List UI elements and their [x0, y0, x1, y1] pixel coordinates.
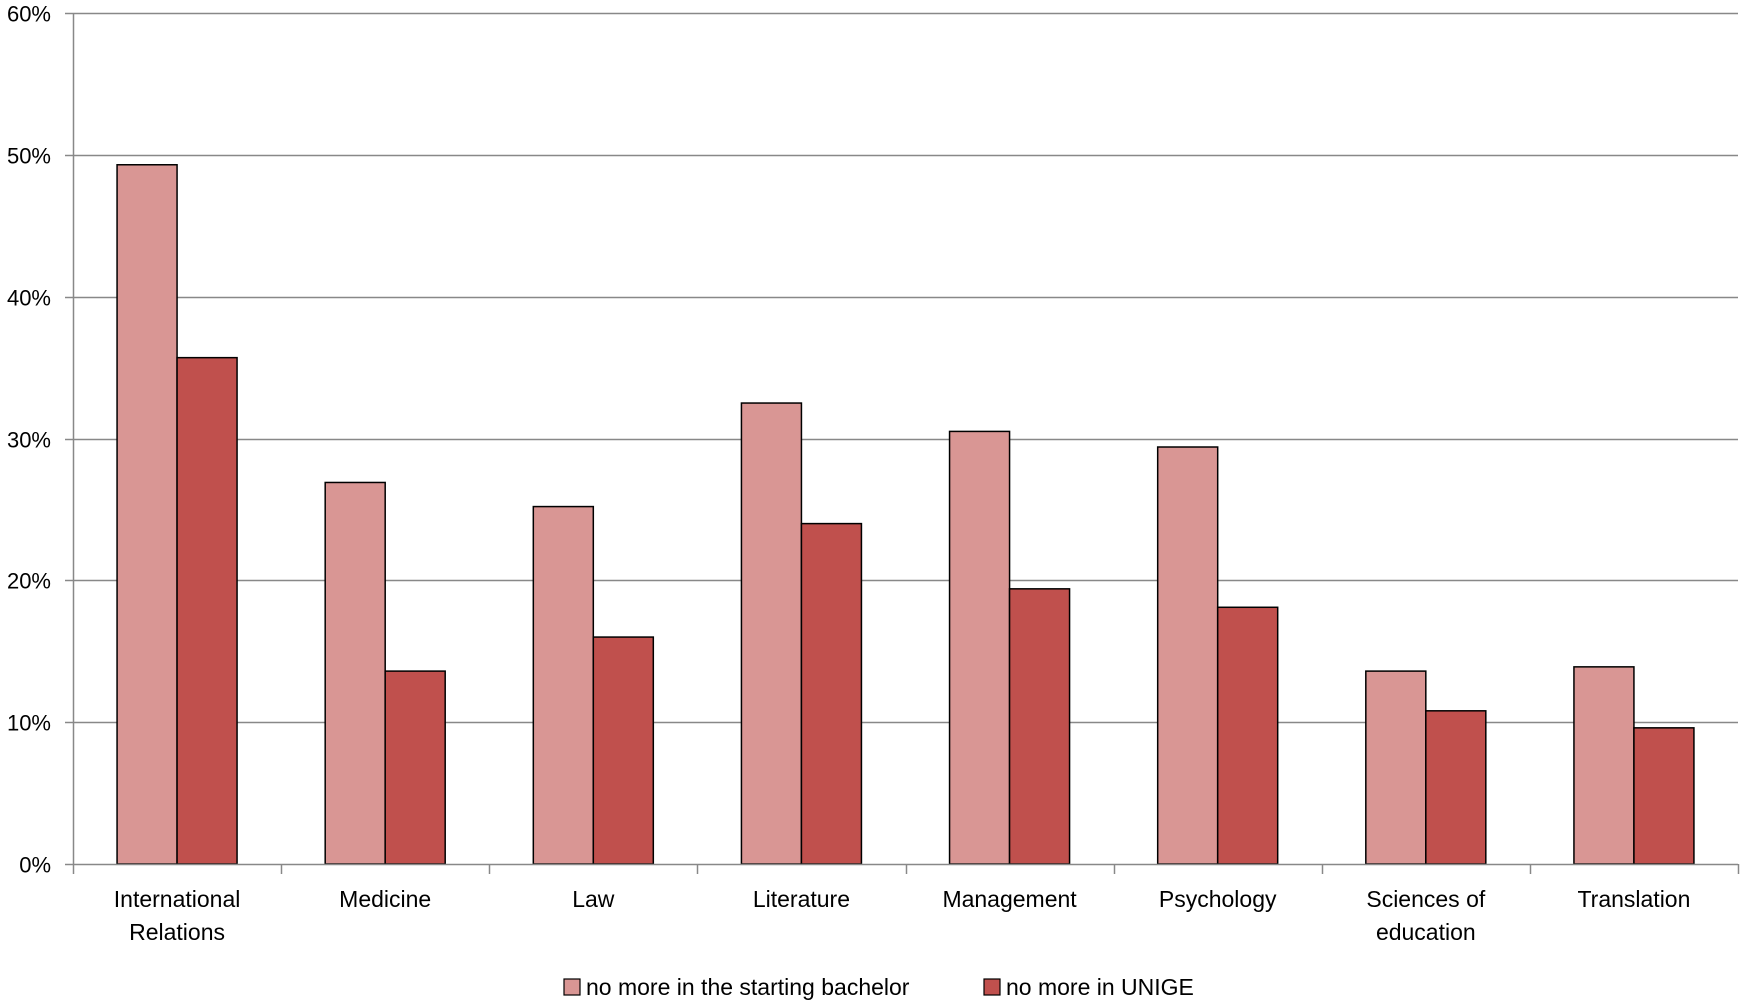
- legend-swatch: [563, 978, 581, 996]
- x-category-label: Relations: [129, 919, 225, 945]
- axes: [65, 12, 1740, 874]
- x-category-label: education: [1376, 919, 1476, 945]
- bar-starting-bachelor: [948, 430, 1011, 865]
- y-tick-label: 40%: [7, 286, 51, 311]
- legend: no more in the starting bachelor no more …: [563, 974, 1194, 1000]
- y-tick-label: 10%: [7, 711, 51, 736]
- y-tick-label: 60%: [7, 2, 51, 27]
- bar-starting-bachelor: [740, 402, 803, 865]
- gridlines: [73, 12, 1738, 724]
- bar-starting-bachelor: [116, 164, 178, 865]
- bar-unige: [592, 636, 655, 865]
- x-category-label: Medicine: [339, 886, 431, 912]
- y-axis-tick-labels: 0% 10% 20% 30% 40% 50% 60%: [7, 2, 51, 878]
- bar-starting-bachelor: [1573, 666, 1635, 865]
- y-tick-label: 50%: [7, 144, 51, 169]
- x-axis-category-labels: International Relations Medicine Law Literat…: [114, 886, 1691, 945]
- x-category-label: Psychology: [1159, 886, 1277, 912]
- bar-unige: [1425, 710, 1487, 865]
- bar-starting-bachelor: [324, 481, 386, 865]
- x-category-label: Translation: [1577, 886, 1690, 912]
- bar-starting-bachelor: [1365, 670, 1427, 865]
- x-category-label: International: [114, 886, 241, 912]
- bars: [116, 164, 1695, 865]
- bar-unige: [384, 670, 446, 865]
- legend-label: no more in the starting bachelor: [586, 974, 910, 1000]
- x-category-label: Literature: [753, 886, 850, 912]
- x-category-label: Sciences of: [1366, 886, 1486, 912]
- bar-starting-bachelor: [1156, 446, 1219, 865]
- bar-unige: [1633, 727, 1695, 865]
- y-tick-label: 20%: [7, 569, 51, 594]
- x-category-label: Management: [942, 886, 1077, 912]
- x-category-label: Law: [572, 886, 615, 912]
- legend-label: no more in UNIGE: [1006, 974, 1194, 1000]
- bar-unige: [1216, 606, 1279, 865]
- y-tick-label: 0%: [19, 853, 51, 878]
- bar-unige: [176, 356, 238, 865]
- y-tick-label: 30%: [7, 428, 51, 453]
- bar-unige: [1008, 588, 1071, 865]
- bar-starting-bachelor: [532, 505, 595, 865]
- legend-swatch: [983, 978, 1001, 996]
- bar-unige: [800, 522, 863, 865]
